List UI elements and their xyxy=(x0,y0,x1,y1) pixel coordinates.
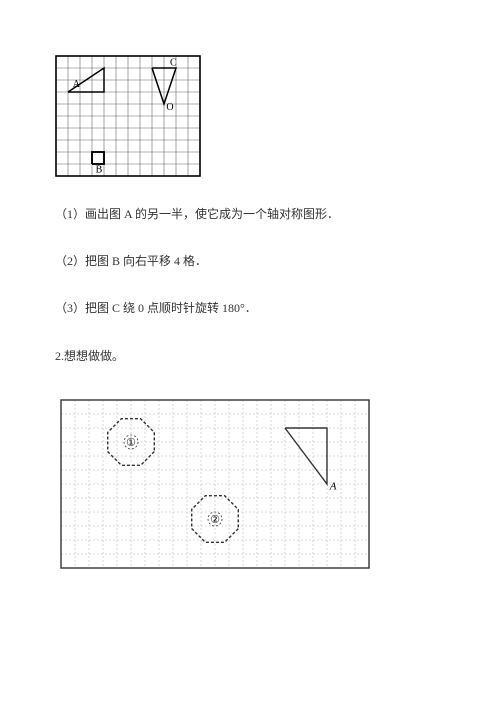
svg-text:①: ① xyxy=(126,437,136,449)
question-1: （1）画出图 A 的另一半，使它成为一个轴对称图形． xyxy=(55,205,445,224)
question-4: 2.想想做做。 xyxy=(55,347,445,366)
grid-svg-1: A B C O xyxy=(55,55,201,177)
question-2: （2）把图 B 向右平移 4 格． xyxy=(55,252,445,271)
svg-text:②: ② xyxy=(210,514,220,526)
svg-text:C: C xyxy=(170,58,177,69)
svg-text:O: O xyxy=(166,102,173,113)
figure-1-grid: A B C O xyxy=(55,55,445,177)
figure-2-grid: ① ② A xyxy=(55,394,445,574)
grid-svg-2: ① ② A xyxy=(55,394,375,574)
svg-text:A: A xyxy=(73,79,81,90)
question-3: （3）把图 C 绕 0 点顺时针旋转 180°． xyxy=(55,299,445,318)
svg-text:A: A xyxy=(329,480,337,492)
svg-text:B: B xyxy=(96,164,103,175)
